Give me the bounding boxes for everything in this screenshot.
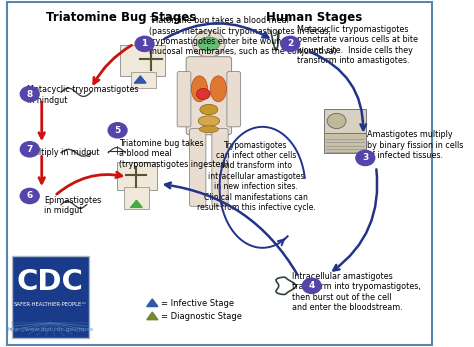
Text: Multiply in midgut: Multiply in midgut (27, 147, 99, 156)
Circle shape (356, 150, 375, 166)
Text: Epimastigotes
in midgut: Epimastigotes in midgut (44, 196, 101, 215)
Circle shape (192, 31, 225, 57)
Text: http://www.dpd.cdc.gov/dpdx: http://www.dpd.cdc.gov/dpdx (7, 327, 93, 332)
FancyBboxPatch shape (131, 71, 156, 88)
Polygon shape (131, 201, 142, 208)
Text: 4: 4 (309, 281, 315, 290)
Text: Intracellular amastigotes
transform into trypomastigotes,
then burst out of the : Intracellular amastigotes transform into… (292, 272, 421, 312)
Text: SAFER·HEALTHIER·PEOPLE™: SAFER·HEALTHIER·PEOPLE™ (14, 302, 87, 307)
FancyBboxPatch shape (190, 129, 206, 206)
FancyBboxPatch shape (120, 45, 165, 76)
FancyBboxPatch shape (227, 71, 241, 127)
Polygon shape (147, 312, 158, 320)
Ellipse shape (198, 37, 219, 51)
Text: Triatomine Bug Stages: Triatomine Bug Stages (46, 11, 196, 24)
FancyBboxPatch shape (212, 129, 228, 206)
Text: = Infective Stage: = Infective Stage (161, 299, 234, 307)
Circle shape (135, 36, 154, 51)
Text: 6: 6 (27, 192, 33, 201)
Circle shape (196, 88, 210, 100)
Text: Metacyclic trypomastigotes
penetrate various cells at bite
wound site.  Inside c: Metacyclic trypomastigotes penetrate var… (297, 25, 418, 65)
Polygon shape (135, 76, 146, 83)
Text: Metacyclic trypomastigotes
in hindgut: Metacyclic trypomastigotes in hindgut (27, 85, 138, 105)
Circle shape (20, 142, 39, 157)
FancyBboxPatch shape (12, 256, 89, 338)
Text: Trypomastigotes
can infect other cells
and transform into
intracellular amastigo: Trypomastigotes can infect other cells a… (197, 141, 315, 212)
Ellipse shape (210, 76, 227, 102)
Circle shape (20, 188, 39, 204)
FancyBboxPatch shape (324, 133, 366, 153)
Circle shape (327, 113, 346, 129)
FancyBboxPatch shape (117, 162, 157, 190)
Text: Triatomine bug takes a blood meal
(passes metacyclic trypomastigotes in feces,
t: Triatomine bug takes a blood meal (passe… (149, 16, 337, 57)
FancyBboxPatch shape (324, 109, 366, 133)
Circle shape (302, 278, 321, 294)
Circle shape (20, 86, 39, 102)
Circle shape (108, 123, 127, 138)
FancyBboxPatch shape (204, 52, 214, 61)
Ellipse shape (198, 116, 219, 126)
FancyBboxPatch shape (8, 2, 432, 345)
Text: 2: 2 (287, 40, 293, 48)
Text: Triatomine bug takes
a blood meal
(trypomastigotes ingested): Triatomine bug takes a blood meal (trypo… (119, 139, 228, 169)
Text: 1: 1 (141, 40, 148, 48)
FancyBboxPatch shape (124, 187, 149, 209)
Polygon shape (307, 279, 318, 286)
Text: 7: 7 (27, 145, 33, 154)
Ellipse shape (191, 76, 208, 102)
Ellipse shape (200, 104, 218, 115)
Circle shape (281, 36, 300, 51)
FancyBboxPatch shape (177, 71, 191, 127)
Text: = Diagnostic Stage: = Diagnostic Stage (161, 312, 242, 321)
Text: Amastigotes multiply
by binary fission in cells
of infected tissues.: Amastigotes multiply by binary fission i… (367, 130, 464, 160)
Text: 3: 3 (362, 153, 368, 162)
FancyBboxPatch shape (186, 57, 232, 135)
Text: 8: 8 (27, 90, 33, 99)
Ellipse shape (199, 126, 219, 133)
Polygon shape (147, 299, 158, 306)
Text: Human Stages: Human Stages (266, 11, 362, 24)
Text: CDC: CDC (17, 268, 84, 296)
Text: 5: 5 (114, 126, 121, 135)
